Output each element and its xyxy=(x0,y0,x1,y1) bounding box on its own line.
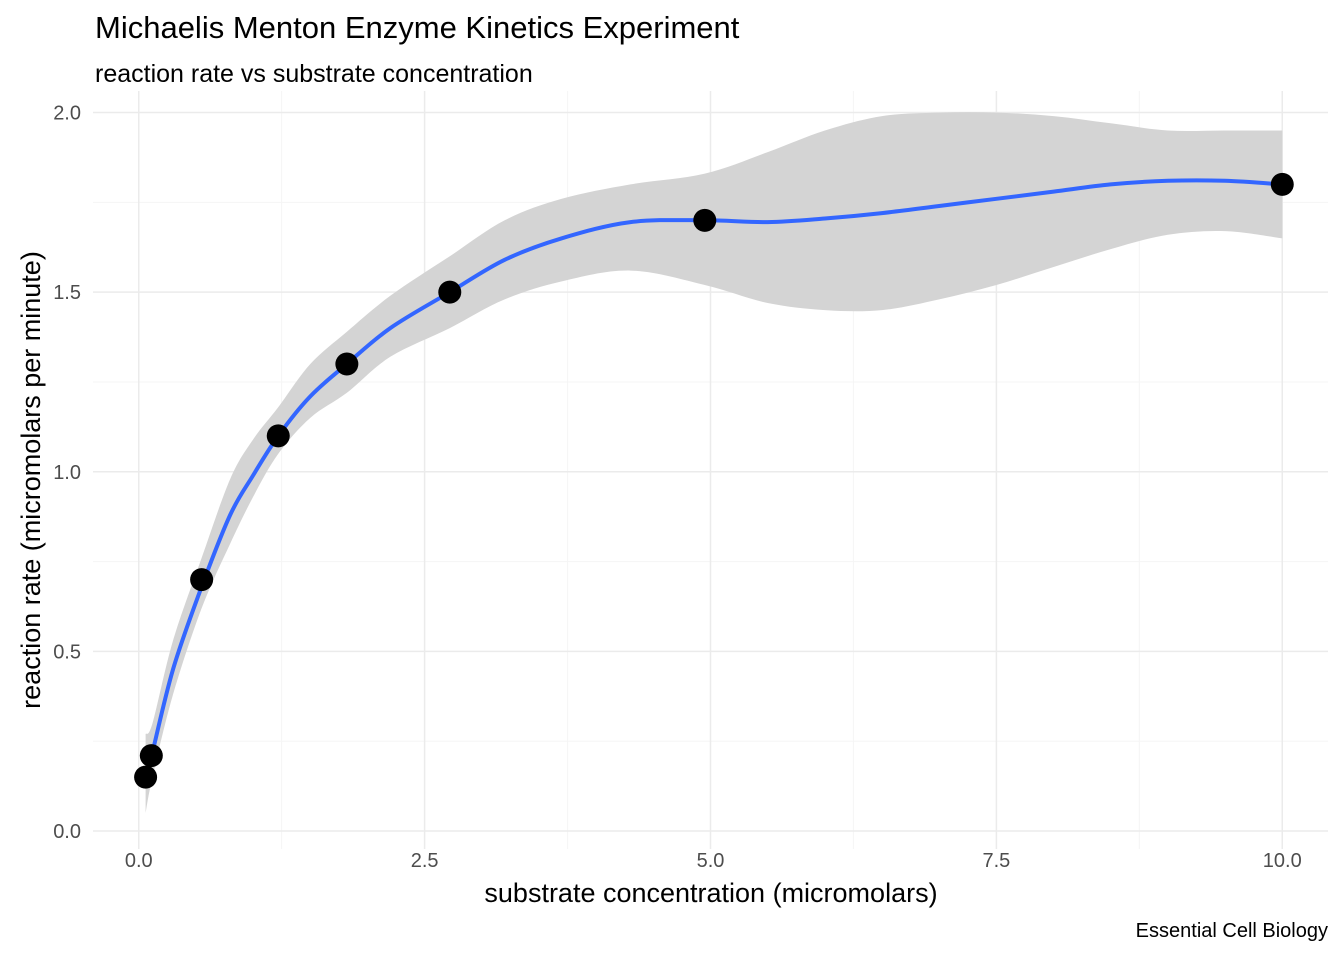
y-tick-label: 1.5 xyxy=(53,282,81,304)
data-point xyxy=(1270,172,1294,196)
data-point xyxy=(134,765,158,789)
x-tick-label: 10.0 xyxy=(1263,850,1302,872)
y-axis-title: reaction rate (micromolars per minute) xyxy=(16,251,46,709)
data-point xyxy=(190,568,214,592)
confidence-band-group xyxy=(145,112,1283,814)
y-axis-ticks: 0.0 0.5 1.0 1.5 2.0 xyxy=(53,103,81,843)
x-axis-ticks: 0.0 2.5 5.0 7.5 10.0 xyxy=(125,850,1302,872)
y-tick-label: 1.0 xyxy=(53,462,81,484)
data-point xyxy=(438,280,462,304)
confidence-band xyxy=(145,112,1283,814)
x-axis-title: substrate concentration (micromolars) xyxy=(484,878,937,908)
x-tick-label: 0.0 xyxy=(125,850,153,872)
data-point xyxy=(693,208,717,232)
data-points xyxy=(134,172,1294,789)
chart-subtitle: reaction rate vs substrate concentration xyxy=(95,60,533,88)
smooth-fit-line xyxy=(143,178,1285,780)
chart-caption: Essential Cell Biology xyxy=(1135,920,1328,942)
x-tick-label: 2.5 xyxy=(411,850,439,872)
x-tick-label: 5.0 xyxy=(697,850,725,872)
y-tick-label: 0.5 xyxy=(53,641,81,663)
y-tick-label: 0.0 xyxy=(53,821,81,843)
data-point xyxy=(335,352,359,376)
data-point xyxy=(266,424,290,448)
y-tick-label: 2.0 xyxy=(53,103,81,125)
x-tick-label: 7.5 xyxy=(982,850,1010,872)
data-point xyxy=(139,744,163,768)
chart-title: Michaelis Menton Enzyme Kinetics Experim… xyxy=(95,10,740,45)
smooth-line-group xyxy=(143,178,1285,780)
